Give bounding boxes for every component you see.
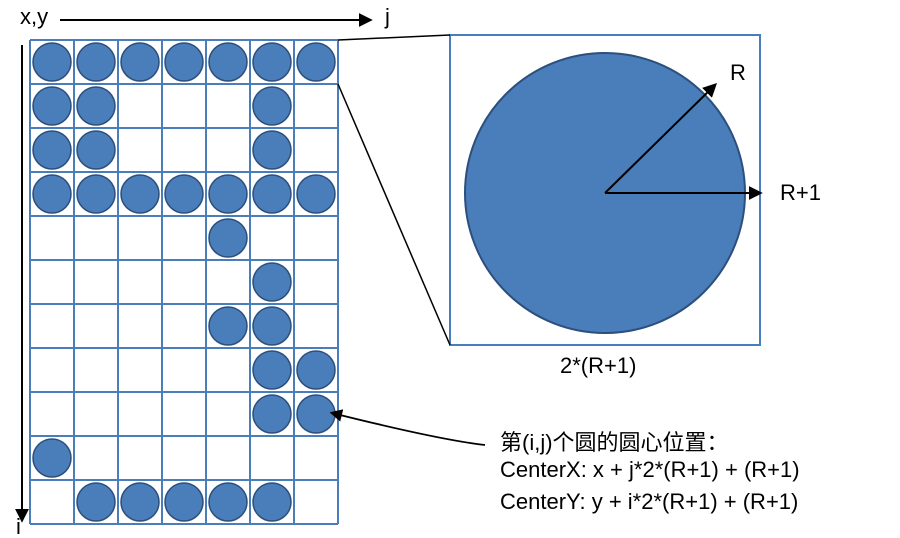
grid-circle bbox=[33, 87, 71, 125]
grid-circle bbox=[77, 87, 115, 125]
grid-circle bbox=[33, 439, 71, 477]
grid-circle bbox=[165, 43, 203, 81]
grid-circle bbox=[209, 483, 247, 521]
grid-circle bbox=[253, 395, 291, 433]
axis-label-j: j bbox=[385, 4, 390, 30]
grid-circle bbox=[33, 175, 71, 213]
grid-circle bbox=[297, 175, 335, 213]
formula-line-3: CenterY: y + i*2*(R+1) + (R+1) bbox=[500, 489, 798, 515]
grid-circle bbox=[253, 87, 291, 125]
guide-line-top bbox=[338, 35, 450, 40]
origin-label-xy: x,y bbox=[20, 4, 48, 30]
grid-circle bbox=[77, 131, 115, 169]
axis-label-i: i bbox=[16, 514, 21, 538]
radius-label-rplus1: R+1 bbox=[780, 180, 821, 206]
callout-arrow bbox=[332, 413, 485, 445]
grid-circle bbox=[253, 483, 291, 521]
grid-circle bbox=[209, 175, 247, 213]
grid-circle bbox=[33, 131, 71, 169]
grid-circle bbox=[121, 175, 159, 213]
grid-circle bbox=[253, 131, 291, 169]
guide-line-bottom bbox=[338, 84, 450, 345]
formula-line-2: CenterX: x + j*2*(R+1) + (R+1) bbox=[500, 457, 800, 483]
grid-circle bbox=[209, 219, 247, 257]
grid-circle bbox=[253, 307, 291, 345]
box-width-label: 2*(R+1) bbox=[560, 353, 636, 379]
grid-circle bbox=[297, 395, 335, 433]
grid-circle bbox=[77, 43, 115, 81]
grid-circle bbox=[77, 483, 115, 521]
grid-circle bbox=[121, 483, 159, 521]
grid-circle bbox=[253, 175, 291, 213]
grid-circle bbox=[297, 351, 335, 389]
grid bbox=[30, 40, 338, 524]
grid-circle bbox=[209, 43, 247, 81]
grid-circle bbox=[165, 483, 203, 521]
grid-circle bbox=[165, 175, 203, 213]
radius-label-r: R bbox=[730, 60, 746, 86]
formula-line-1: 第(i,j)个圆的圆心位置： bbox=[500, 425, 729, 457]
grid-circle bbox=[121, 43, 159, 81]
grid-circle bbox=[33, 43, 71, 81]
grid-circle bbox=[209, 307, 247, 345]
grid-circle bbox=[253, 351, 291, 389]
grid-circle bbox=[253, 43, 291, 81]
grid-circle bbox=[297, 43, 335, 81]
grid-circle bbox=[77, 175, 115, 213]
grid-circle bbox=[253, 263, 291, 301]
